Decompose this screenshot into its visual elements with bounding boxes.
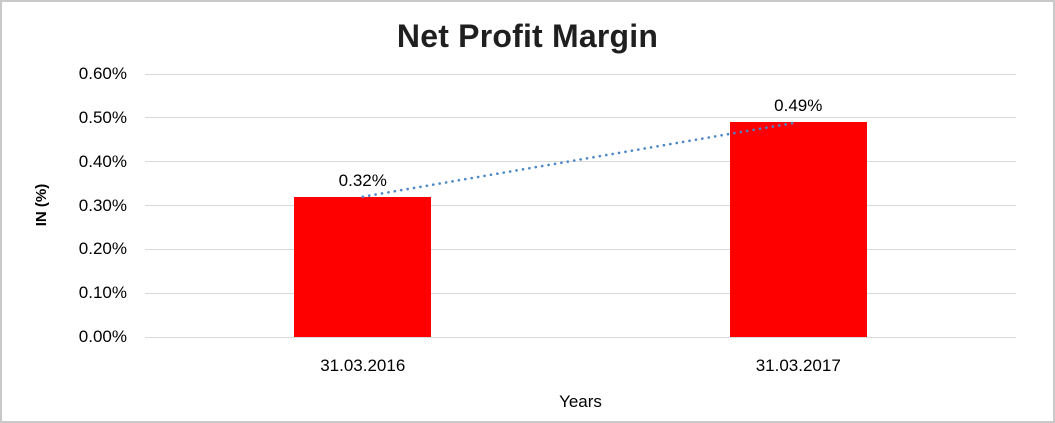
x-axis-tick-label: 31.03.2017 [755,356,841,375]
y-axis-tick-label: 0.00% [78,327,127,346]
gridline [145,292,1016,294]
y-axis-tick-label: 0.10% [78,283,127,303]
x-axis-title: Years [559,392,602,411]
y-axis-tick-label: 0.40% [78,151,127,171]
bar-31.03.2017 [729,122,867,337]
bar-31.03.2016 [294,196,432,337]
trendline [361,120,800,199]
chart-title: Net Profit Margin [396,18,659,54]
y-axis-tick-label: 0.50% [78,107,127,127]
plot-area: 0.32% 31.03.2016 0.49% 31.03.2017 [145,73,1016,375]
gridline [145,73,1016,75]
y-axis-tick-label: 0.20% [78,239,127,259]
y-axis-tick-label: 0.60% [78,64,127,83]
data-label: 0.49% [774,96,823,116]
gridline [145,336,1016,338]
gridline [145,117,1016,119]
x-axis-tick-label: 31.03.2016 [320,356,406,375]
data-label: 0.32% [338,170,387,190]
gridline [145,248,1016,250]
gridline [145,205,1016,206]
y-axis-tick-label: 0.30% [78,195,127,215]
gridline [145,161,1016,163]
